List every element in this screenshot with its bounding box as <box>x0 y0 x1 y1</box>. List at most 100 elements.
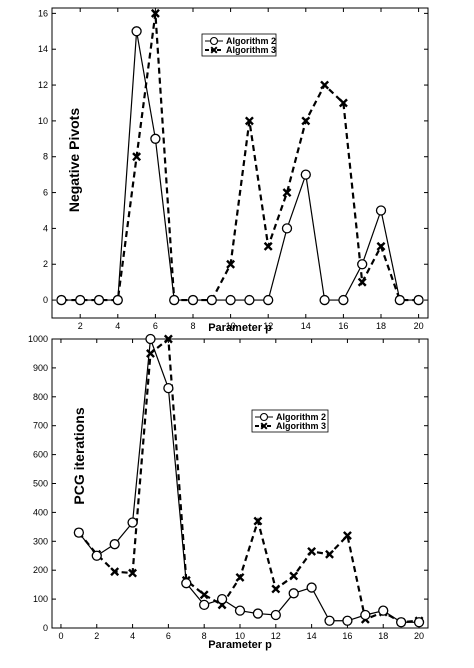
data-point-algorithm-3 <box>320 80 330 90</box>
x-axis-label: Parameter p <box>208 639 272 651</box>
x-tick-label: 12 <box>271 631 281 641</box>
data-point-algorithm-2 <box>181 578 192 589</box>
x-tick-label: 20 <box>414 321 424 331</box>
y-tick-label: 1000 <box>28 334 48 344</box>
data-point-algorithm-2 <box>270 609 281 621</box>
y-tick-label: 2 <box>43 259 48 269</box>
data-point-algorithm-3 <box>128 568 138 578</box>
data-point-algorithm-2 <box>306 582 317 593</box>
data-point-algorithm-3 <box>282 188 292 198</box>
data-point-algorithm-3 <box>226 259 236 269</box>
plot-frame <box>51 7 429 319</box>
x-tick-label: 2 <box>78 321 83 331</box>
y-tick-label: 700 <box>33 421 48 431</box>
data-point-algorithm-2 <box>375 205 387 216</box>
y-tick-label: 0 <box>43 295 48 305</box>
x-tick-label: 16 <box>342 631 352 641</box>
negative-pivots-chart: 2 4 6 8 10 12 14 16 18 20 0 2 4 6 8 10 12 14 16 Parameter p… <box>38 7 429 334</box>
data-point-algorithm-2 <box>206 294 217 306</box>
data-point-algorithm-2 <box>394 294 405 306</box>
data-point-algorithm-2 <box>112 294 123 306</box>
data-point-algorithm-3 <box>307 546 317 556</box>
data-point-algorithm-2 <box>281 223 293 234</box>
data-point-algorithm-2 <box>319 294 330 306</box>
data-point-algorithm-2 <box>252 608 264 619</box>
x-tick-label: 14 <box>307 631 317 641</box>
data-point-algorithm-2 <box>324 615 335 626</box>
y-tick-label: 500 <box>33 479 48 489</box>
legend-marker <box>260 422 268 430</box>
x-tick-label: 12 <box>263 321 273 331</box>
data-point-algorithm-2 <box>413 294 424 306</box>
data-point-algorithm-2 <box>187 294 199 306</box>
data-point-algorithm-3 <box>263 241 273 251</box>
data-point-algorithm-2 <box>244 294 255 306</box>
legend-marker <box>259 412 269 422</box>
x-tick-label: 8 <box>202 631 207 641</box>
data-point-algorithm-2 <box>150 133 161 144</box>
data-point-algorithm-2 <box>73 527 85 538</box>
x-tick-label: 18 <box>376 321 386 331</box>
y-axis-label: Negative Pivots <box>66 108 82 212</box>
data-point-algorithm-2 <box>163 382 174 394</box>
data-point-algorithm-2 <box>225 294 236 306</box>
data-point-algorithm-2 <box>169 294 180 306</box>
x-tick-label: 18 <box>378 631 388 641</box>
data-point-algorithm-2 <box>75 294 86 306</box>
x-tick-label: 10 <box>235 631 245 641</box>
data-point-algorithm-3 <box>132 152 142 162</box>
x-tick-label: 6 <box>166 631 171 641</box>
y-tick-label: 10 <box>38 116 48 126</box>
data-point-algorithm-3 <box>110 567 120 577</box>
data-point-algorithm-2 <box>263 294 274 306</box>
y-tick-label: 14 <box>38 44 48 54</box>
x-tick-label: 16 <box>338 321 348 331</box>
data-point-algorithm-3 <box>338 98 348 108</box>
data-point-algorithm-3 <box>253 516 263 526</box>
data-point-algorithm-2 <box>131 26 142 37</box>
data-point-algorithm-2 <box>145 333 156 345</box>
x-tick-label: 2 <box>94 631 99 641</box>
y-tick-label: 8 <box>43 152 48 162</box>
y-tick-label: 400 <box>33 507 48 517</box>
x-axis-label: Parameter p <box>208 322 272 334</box>
y-tick-label: 800 <box>33 392 48 402</box>
legend-marker <box>210 46 218 54</box>
data-point-algorithm-2 <box>338 294 349 306</box>
x-tick-label: 0 <box>58 631 63 641</box>
legend-marker <box>209 36 219 46</box>
x-tick-label: 8 <box>190 321 195 331</box>
data-point-algorithm-2 <box>216 593 228 605</box>
legend-label: Algorithm 2 <box>226 36 276 46</box>
data-point-algorithm-2 <box>395 617 407 628</box>
y-tick-label: 300 <box>33 536 48 546</box>
y-axis-label: PCG iterations <box>71 407 87 504</box>
y-tick-label: 12 <box>38 80 48 90</box>
data-point-algorithm-2 <box>378 605 389 616</box>
series-line-algorithm-2 <box>78 338 420 623</box>
data-point-algorithm-3 <box>244 116 254 126</box>
data-point-algorithm-2 <box>342 615 353 626</box>
series-line-algorithm-2 <box>61 31 419 301</box>
data-point-algorithm-3 <box>199 590 209 600</box>
x-tick-label: 20 <box>414 631 424 641</box>
y-tick-label: 6 <box>43 188 48 198</box>
pcg-iterations-chart: 0 2 4 6 8 10 12 14 16 18 2001002003004005006007008… <box>28 333 429 651</box>
data-point-algorithm-2 <box>56 294 67 306</box>
data-point-algorithm-2 <box>109 539 120 550</box>
data-point-algorithm-3 <box>342 531 352 540</box>
y-tick-label: 900 <box>33 363 48 373</box>
y-tick-label: 100 <box>33 594 48 604</box>
data-point-algorithm-3 <box>146 349 155 358</box>
series-line-algorithm-3 <box>61 13 419 302</box>
x-tick-label: 10 <box>226 321 236 331</box>
data-point-algorithm-2 <box>234 605 246 616</box>
x-tick-label: 4 <box>115 321 120 331</box>
y-tick-label: 4 <box>43 223 48 233</box>
data-point-algorithm-2 <box>93 294 105 306</box>
data-point-algorithm-3 <box>325 549 334 559</box>
data-point-algorithm-3 <box>301 116 311 126</box>
